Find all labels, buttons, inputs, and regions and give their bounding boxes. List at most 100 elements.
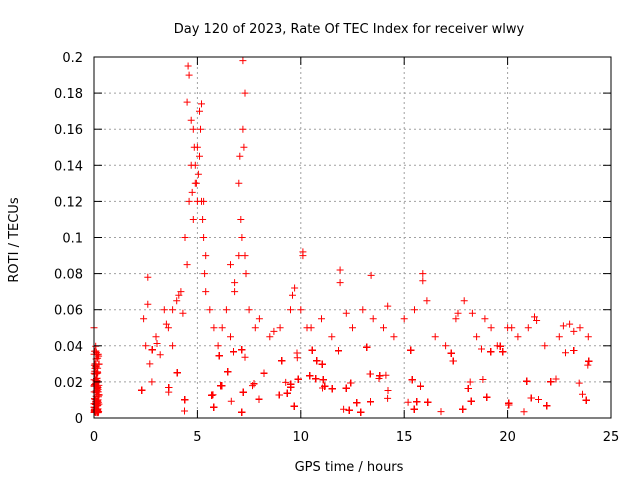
data-point [191,144,198,151]
data-point [227,333,234,340]
data-point [186,198,193,205]
data-point [384,395,391,402]
data-point [243,270,250,277]
data-point [384,303,391,310]
data-point [198,100,205,107]
data-point [227,261,234,268]
data-point [297,306,304,313]
data-point [469,310,476,317]
data-point [153,333,160,340]
data-point [184,99,191,106]
data-point [282,379,289,386]
data-point [239,126,246,133]
data-point [318,315,325,322]
data-point [189,189,196,196]
data-point [419,270,426,277]
data-point [228,398,235,405]
data-point [148,378,155,385]
data-point [144,274,151,281]
data-point [190,126,197,133]
data-point [438,408,445,415]
data-point [190,216,197,223]
data-point [473,333,480,340]
data-point [242,90,249,97]
data-point [188,117,195,124]
data-point [201,270,208,277]
data-point [231,279,238,286]
data-point [202,252,209,259]
data-point [556,333,563,340]
data-point [200,234,207,241]
data-point [299,248,306,255]
data-point [242,252,249,259]
data-point [401,315,408,322]
grid-lines [94,57,611,418]
data-point [294,354,301,361]
chart-title: Day 120 of 2023, Rate Of TEC Index for r… [174,22,525,37]
data-point [368,272,375,279]
data-point [184,261,191,268]
data-point [349,324,356,331]
data-point [157,351,164,358]
data-point [197,126,204,133]
data-point [231,288,238,295]
data-point [239,57,246,64]
data-point [223,306,230,313]
data-point [219,324,226,331]
data-point [210,324,217,331]
data-point [382,372,389,379]
data-point [461,297,468,304]
data-point [576,380,583,387]
data-point [237,216,244,223]
data-point [423,297,430,304]
data-point [340,406,347,413]
data-point [193,180,200,187]
data-point [328,333,335,340]
data-point [142,342,149,349]
data-point [215,342,222,349]
data-point [508,324,515,331]
data-point [194,198,201,205]
data-point [252,324,259,331]
data-point [304,324,311,331]
data-point [577,324,584,331]
data-point [566,321,573,328]
data-point [514,333,521,340]
data-point [146,360,153,367]
data-point [270,328,277,335]
data-point [186,72,193,79]
data-point [291,285,298,292]
data-point [202,288,209,295]
data-point [242,354,249,361]
data-point [385,387,392,394]
data-point [206,306,213,313]
data-point [199,216,206,223]
data-point [236,153,243,160]
data-point [235,180,242,187]
data-point [584,362,591,369]
data-point [380,324,387,331]
data-point [579,391,586,398]
data-point [185,63,192,70]
data-point [562,349,569,356]
data-point [287,306,294,313]
data-point [390,333,397,340]
data-point [521,408,528,415]
data-point [238,234,245,241]
data-point [405,399,412,406]
data-point [570,328,577,335]
data-point [246,306,253,313]
data-point [585,333,592,340]
data-point [161,306,168,313]
data-point [525,324,532,331]
data-point [181,408,188,415]
data-point [144,301,151,308]
data-point [140,315,147,322]
data-point [182,234,189,241]
data-point [432,333,439,340]
data-point [411,306,418,313]
data-point [249,382,256,389]
data-point [481,315,488,322]
